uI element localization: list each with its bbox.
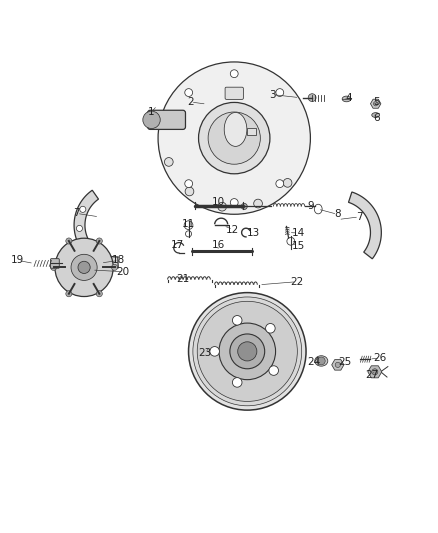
Circle shape	[143, 111, 160, 128]
Circle shape	[335, 362, 340, 367]
Bar	[247, 128, 256, 135]
Circle shape	[197, 301, 297, 401]
Circle shape	[198, 102, 270, 174]
Circle shape	[374, 102, 378, 106]
Circle shape	[210, 346, 219, 356]
Circle shape	[276, 180, 284, 188]
Text: 18: 18	[112, 255, 126, 265]
FancyBboxPatch shape	[148, 110, 185, 130]
Circle shape	[83, 244, 89, 249]
Circle shape	[78, 261, 90, 273]
Text: 17: 17	[171, 240, 184, 250]
Circle shape	[100, 257, 106, 263]
Text: 25: 25	[339, 357, 352, 367]
Circle shape	[283, 179, 292, 187]
Text: 8: 8	[334, 209, 341, 219]
Polygon shape	[74, 190, 118, 268]
Circle shape	[230, 199, 238, 206]
Circle shape	[233, 377, 242, 387]
Circle shape	[66, 238, 72, 244]
Circle shape	[230, 334, 265, 369]
Circle shape	[112, 264, 117, 270]
Text: 10: 10	[212, 197, 225, 207]
Text: 20: 20	[117, 266, 130, 277]
Circle shape	[80, 206, 86, 212]
Text: 26: 26	[374, 353, 387, 363]
Circle shape	[158, 62, 311, 214]
Circle shape	[185, 88, 193, 96]
Ellipse shape	[372, 112, 380, 117]
FancyBboxPatch shape	[225, 87, 244, 99]
Text: 5: 5	[374, 98, 380, 108]
Circle shape	[96, 290, 102, 297]
Text: 24: 24	[307, 357, 321, 367]
Text: 19: 19	[11, 255, 25, 265]
Text: 23: 23	[198, 348, 212, 358]
Circle shape	[55, 238, 113, 296]
Text: 2: 2	[187, 97, 194, 107]
Circle shape	[193, 297, 302, 406]
Text: 9: 9	[307, 201, 314, 212]
Text: 21: 21	[177, 273, 190, 284]
Circle shape	[230, 70, 238, 78]
Circle shape	[71, 254, 97, 280]
Circle shape	[219, 323, 276, 379]
Text: 6: 6	[374, 112, 380, 123]
Circle shape	[164, 158, 173, 166]
Circle shape	[233, 316, 242, 325]
Text: 15: 15	[292, 241, 305, 251]
Circle shape	[208, 112, 260, 164]
Circle shape	[241, 204, 247, 209]
Text: 22: 22	[290, 277, 303, 287]
Text: 7: 7	[356, 212, 363, 222]
Circle shape	[218, 203, 226, 211]
Circle shape	[66, 290, 72, 297]
FancyBboxPatch shape	[50, 259, 59, 268]
Polygon shape	[371, 99, 381, 108]
Text: 4: 4	[346, 93, 352, 103]
Circle shape	[276, 88, 284, 96]
Text: 12: 12	[226, 224, 240, 235]
Circle shape	[76, 225, 82, 231]
Text: 11: 11	[182, 219, 195, 229]
Text: 27: 27	[366, 370, 379, 381]
Circle shape	[308, 94, 316, 102]
Text: 14: 14	[292, 228, 305, 238]
Text: 7: 7	[74, 208, 80, 219]
Circle shape	[188, 293, 306, 410]
Text: 1: 1	[148, 107, 155, 117]
Polygon shape	[368, 366, 382, 378]
Circle shape	[185, 187, 194, 196]
Circle shape	[96, 238, 102, 244]
Circle shape	[50, 264, 57, 270]
Circle shape	[238, 342, 257, 361]
Polygon shape	[332, 360, 344, 370]
Circle shape	[318, 357, 325, 365]
Ellipse shape	[224, 112, 247, 147]
Text: 13: 13	[247, 228, 261, 238]
Circle shape	[372, 369, 378, 375]
Circle shape	[265, 324, 275, 333]
Ellipse shape	[342, 96, 351, 102]
Circle shape	[254, 199, 262, 208]
Circle shape	[269, 366, 279, 375]
Circle shape	[185, 180, 193, 188]
Polygon shape	[349, 192, 381, 259]
Text: 3: 3	[269, 90, 276, 100]
Text: 16: 16	[212, 240, 225, 250]
Ellipse shape	[315, 356, 328, 366]
